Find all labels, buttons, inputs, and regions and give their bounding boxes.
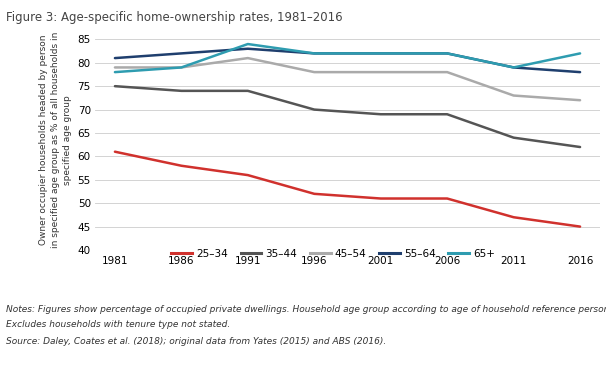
Legend: 25–34, 35–44, 45–54, 55–64, 65+: 25–34, 35–44, 45–54, 55–64, 65+: [167, 245, 499, 263]
Text: Figure 3: Age-specific home-ownership rates, 1981–2016: Figure 3: Age-specific home-ownership ra…: [6, 11, 342, 24]
Text: Notes: Figures show percentage of occupied private dwellings. Household age grou: Notes: Figures show percentage of occupi…: [6, 305, 606, 314]
Text: Source: Daley, Coates et al. (2018); original data from Yates (2015) and ABS (20: Source: Daley, Coates et al. (2018); ori…: [6, 337, 386, 346]
Y-axis label: Owner occupier households headed by person
in specified age group as % of all ho: Owner occupier households headed by pers…: [39, 32, 72, 248]
Text: Excludes households with tenure type not stated.: Excludes households with tenure type not…: [6, 320, 230, 329]
